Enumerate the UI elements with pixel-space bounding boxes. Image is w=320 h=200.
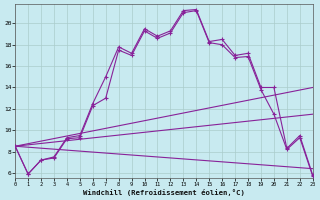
X-axis label: Windchill (Refroidissement éolien,°C): Windchill (Refroidissement éolien,°C) — [83, 189, 245, 196]
